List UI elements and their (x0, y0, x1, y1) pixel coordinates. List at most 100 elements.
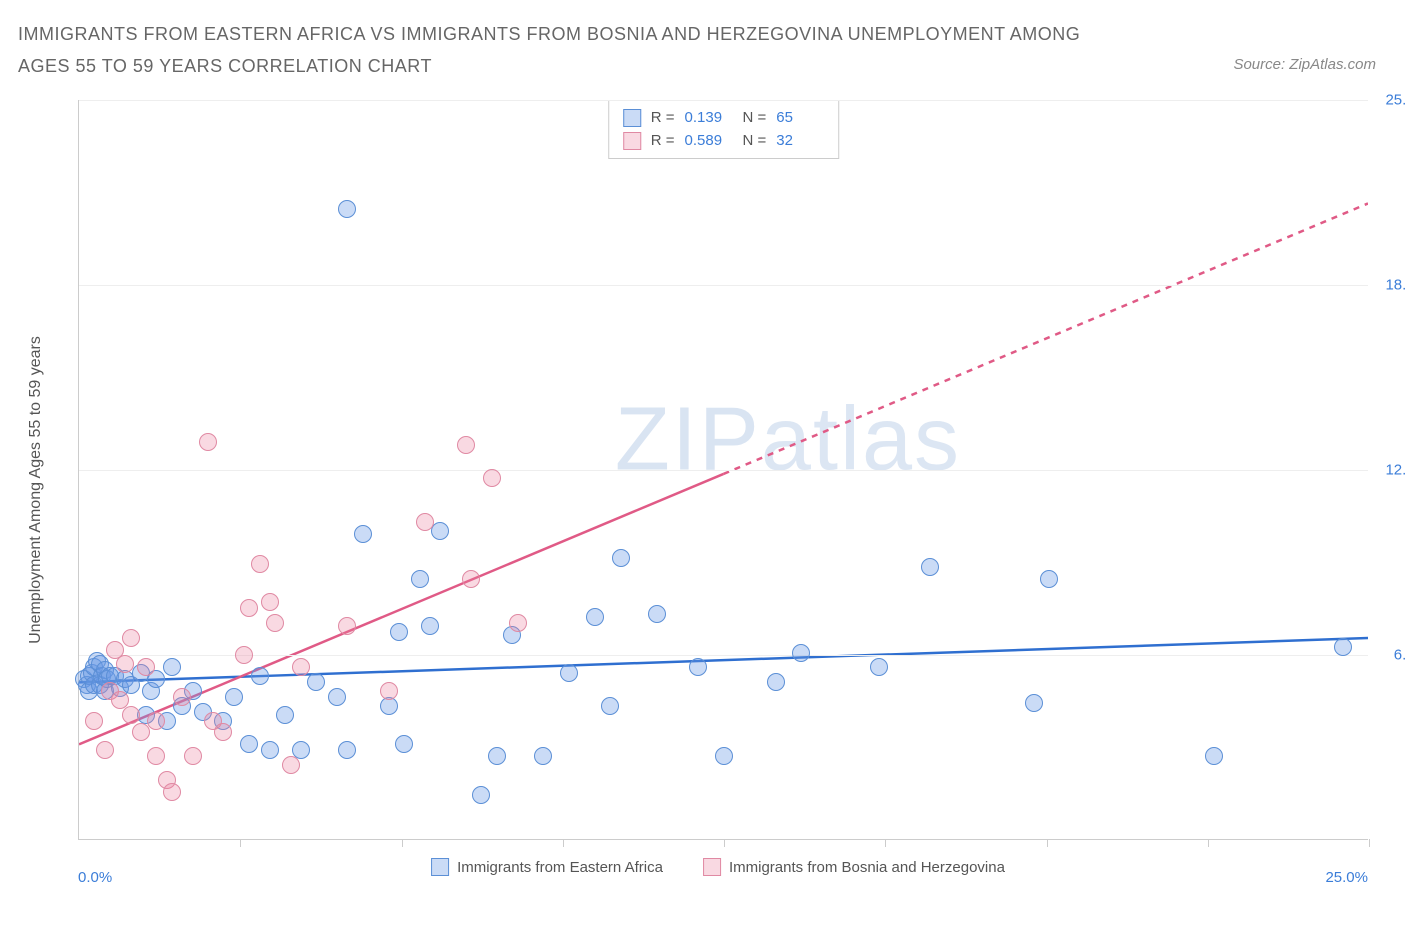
data-point (395, 735, 413, 753)
y-tick-label: 18.8% (1385, 277, 1406, 294)
legend-label: Immigrants from Eastern Africa (457, 859, 663, 876)
x-axis-max-label: 25.0% (1325, 869, 1368, 886)
data-point (132, 723, 150, 741)
data-point (328, 688, 346, 706)
stat-value: 0.589 (685, 130, 733, 153)
data-point (715, 747, 733, 765)
stat-label: N = (743, 107, 767, 130)
legend-swatch-icon (431, 858, 449, 876)
data-point (601, 697, 619, 715)
data-point (214, 723, 232, 741)
data-point (354, 525, 372, 543)
legend-item: Immigrants from Eastern Africa (431, 858, 663, 876)
data-point (921, 558, 939, 576)
x-tick (724, 839, 725, 847)
data-point (251, 667, 269, 685)
data-point (96, 741, 114, 759)
stats-row: R = 0.139 N = 65 (623, 107, 825, 130)
data-point (137, 658, 155, 676)
stats-legend: R = 0.139 N = 65 R = 0.589 N = 32 (608, 100, 840, 159)
data-point (411, 570, 429, 588)
x-tick (885, 839, 886, 847)
data-point (380, 682, 398, 700)
watermark: ZIPatlas (615, 388, 961, 491)
data-point (1025, 694, 1043, 712)
data-point (416, 513, 434, 531)
x-tick (402, 839, 403, 847)
x-tick (240, 839, 241, 847)
data-point (689, 658, 707, 676)
y-tick-label: 25.0% (1385, 92, 1406, 109)
data-point (338, 617, 356, 635)
data-point (173, 688, 191, 706)
data-point (163, 658, 181, 676)
data-point (251, 555, 269, 573)
data-point (509, 614, 527, 632)
trend-line (79, 638, 1368, 682)
data-point (488, 747, 506, 765)
data-point (147, 712, 165, 730)
gridline (79, 655, 1368, 656)
trend-line (724, 203, 1369, 473)
data-point (307, 673, 325, 691)
data-point (122, 706, 140, 724)
data-point (870, 658, 888, 676)
data-point (276, 706, 294, 724)
data-point (199, 433, 217, 451)
legend-label: Immigrants from Bosnia and Herzegovina (729, 859, 1005, 876)
chart-title: IMMIGRANTS FROM EASTERN AFRICA VS IMMIGR… (18, 18, 1098, 83)
data-point (266, 614, 284, 632)
data-point (225, 688, 243, 706)
data-point (560, 664, 578, 682)
x-axis-min-label: 0.0% (78, 869, 112, 886)
data-point (292, 658, 310, 676)
data-point (648, 605, 666, 623)
data-point (462, 570, 480, 588)
data-point (431, 522, 449, 540)
data-point (483, 469, 501, 487)
data-point (122, 629, 140, 647)
x-tick (1369, 839, 1370, 847)
plot-area: ZIPatlas R = 0.139 N = 65 R = 0.589 N = … (78, 100, 1368, 840)
data-point (421, 617, 439, 635)
data-point (338, 741, 356, 759)
data-point (282, 756, 300, 774)
legend-swatch-icon (623, 109, 641, 127)
stat-value: 0.139 (685, 107, 733, 130)
data-point (240, 599, 258, 617)
data-point (261, 741, 279, 759)
stats-row: R = 0.589 N = 32 (623, 130, 825, 153)
data-point (767, 673, 785, 691)
series-legend: Immigrants from Eastern Africa Immigrant… (431, 858, 1005, 876)
stat-label: N = (743, 130, 767, 153)
data-point (147, 747, 165, 765)
data-point (534, 747, 552, 765)
x-tick (1047, 839, 1048, 847)
x-tick (1208, 839, 1209, 847)
data-point (390, 623, 408, 641)
data-point (457, 436, 475, 454)
legend-item: Immigrants from Bosnia and Herzegovina (703, 858, 1005, 876)
chart-container: Unemployment Among Ages 55 to 59 years Z… (48, 100, 1388, 880)
data-point (184, 747, 202, 765)
data-point (586, 608, 604, 626)
stat-label: R = (651, 107, 675, 130)
y-tick-label: 12.5% (1385, 462, 1406, 479)
data-point (612, 549, 630, 567)
data-point (792, 644, 810, 662)
gridline (79, 470, 1368, 471)
x-tick (563, 839, 564, 847)
data-point (116, 655, 134, 673)
data-point (1040, 570, 1058, 588)
source-attribution: Source: ZipAtlas.com (1233, 56, 1376, 73)
data-point (338, 200, 356, 218)
y-axis-label: Unemployment Among Ages 55 to 59 years (27, 336, 45, 644)
data-point (235, 646, 253, 664)
data-point (261, 593, 279, 611)
data-point (1334, 638, 1352, 656)
y-tick-label: 6.3% (1394, 647, 1406, 664)
data-point (240, 735, 258, 753)
stat-value: 32 (776, 130, 824, 153)
legend-swatch-icon (703, 858, 721, 876)
data-point (472, 786, 490, 804)
